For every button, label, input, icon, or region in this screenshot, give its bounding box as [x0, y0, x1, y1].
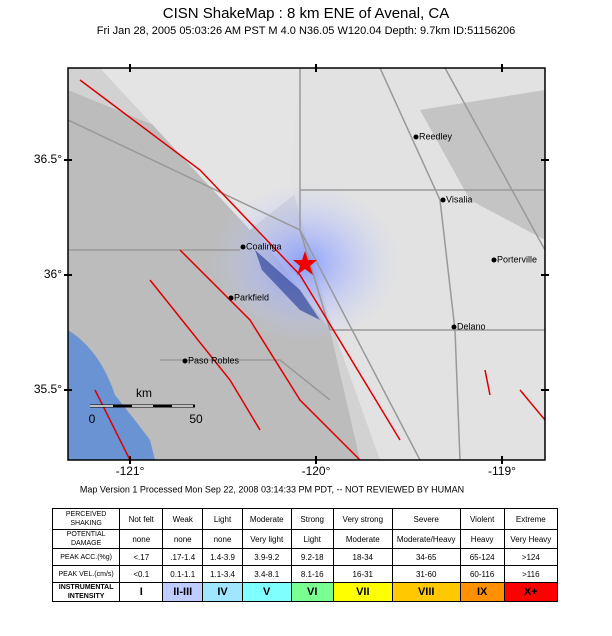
intensity-legend: PERCEIVED SHAKING Not felt Weak Light Modera…: [51, 508, 559, 602]
faults: [79, 79, 545, 460]
city-label: Reedley: [419, 131, 453, 141]
city-label: Parkfield: [234, 292, 269, 302]
legend-cell: Severe: [391, 508, 461, 530]
legend-cell: Light: [290, 529, 334, 549]
lon-label: -119°: [488, 464, 516, 478]
legend-cell: Heavy: [459, 529, 505, 549]
legend-row: PEAK VEL.(cm/s) <0.1 0.1-1.1 1.1-3.4 3.4-8.1…: [51, 565, 559, 583]
lat-label: 36°: [44, 267, 62, 281]
city-dot: [491, 257, 497, 263]
legend-row: PERCEIVED SHAKING Not felt Weak Light Modera…: [51, 508, 559, 530]
legend-cell: VIII: [391, 582, 461, 602]
legend-cell: 0.1-1.1: [162, 565, 204, 583]
lon-label: -121°: [116, 464, 145, 478]
legend-cell: >124: [503, 548, 559, 566]
scale-end: 50: [189, 412, 203, 426]
legend-cell: 1.4-3.9: [202, 548, 243, 566]
city-label: Paso Robles: [188, 355, 240, 365]
legend-cell: <.17: [119, 548, 164, 566]
legend-cell: none: [202, 529, 243, 549]
legend-cell: Moderate: [241, 508, 292, 530]
legend-cell: Not felt: [119, 508, 164, 530]
legend-cell: 1.1-3.4: [202, 565, 243, 583]
legend-cell: 3.9-9.2: [241, 548, 292, 566]
legend-cell: 18-34: [332, 548, 393, 566]
legend-cell: 3.4-8.1: [241, 565, 292, 583]
scale-bar: km 0 50: [89, 386, 203, 426]
scale-start: 0: [89, 412, 96, 426]
legend-cell: 16-31: [332, 565, 393, 583]
epicenter: [293, 251, 317, 275]
map-frame: [67, 67, 546, 461]
legend-cell: 31-60: [391, 565, 461, 583]
legend-cell: none: [119, 529, 164, 549]
legend-cell: X+: [503, 582, 559, 602]
city-dot: [451, 324, 457, 330]
legend-cell: 60-116: [459, 565, 505, 583]
ocean: [68, 330, 155, 460]
legend-cell: 9.2-18: [290, 548, 334, 566]
legend-cell: Violent: [459, 508, 505, 530]
city-label: Visalia: [446, 194, 472, 204]
intense-area: [255, 250, 320, 320]
sierra-foothills: [420, 90, 545, 240]
city-label: Coalinga: [246, 241, 282, 251]
city-dot: [440, 197, 446, 203]
legend-cell: Very strong: [332, 508, 393, 530]
legend-cell: Very light: [241, 529, 292, 549]
row-label: PEAK VEL.(cm/s): [51, 565, 121, 583]
legend-row: PEAK ACC.(%g) <.17.17-1.4 1.4-3.9 3.9-9.2 9.…: [51, 548, 559, 566]
version-note: Map Version 1 Processed Mon Sep 22, 2008…: [80, 484, 464, 494]
lat-label: 36.5°: [34, 152, 62, 166]
legend-cell: I: [119, 582, 164, 602]
legend-cell: II-III: [162, 582, 204, 602]
legend-cell: >116: [503, 565, 559, 583]
legend-row: INSTRUMENTAL INTENSITY I II-III IV V VI VII VII…: [51, 582, 559, 602]
legend-cell: Very Heavy: [503, 529, 559, 549]
row-label: PEAK ACC.(%g): [51, 548, 121, 566]
roads: [68, 68, 545, 460]
legend-cell: 34-65: [391, 548, 461, 566]
legend-cell: VI: [290, 582, 334, 602]
row-label: POTENTIAL DAMAGE: [51, 529, 121, 549]
title: CISN ShakeMap : 8 km ENE of Avenal, CA: [163, 5, 450, 22]
legend-cell: 65-124: [459, 548, 505, 566]
legend-cell: .17-1.4: [162, 548, 204, 566]
city-label: Porterville: [497, 254, 537, 264]
legend-cell: Weak: [162, 508, 204, 530]
legend-cell: IX: [459, 582, 505, 602]
city-label: Delano: [457, 321, 486, 331]
valley-light: [100, 68, 300, 230]
city-dot: [413, 134, 419, 140]
legend-row: POTENTIAL DAMAGE none none none Very light Li…: [51, 529, 559, 549]
legend-cell: Moderate: [332, 529, 393, 549]
city-dot: [240, 244, 246, 250]
lat-label: 35.5°: [34, 382, 62, 396]
legend-cell: <0.1: [119, 565, 164, 583]
legend-cell: Moderate/Heavy: [391, 529, 461, 549]
legend-cell: Light: [202, 508, 243, 530]
legend-cell: Strong: [290, 508, 334, 530]
legend-cell: V: [241, 582, 292, 602]
row-label: INSTRUMENTAL INTENSITY: [51, 582, 121, 602]
city-dot: [228, 295, 234, 301]
city-dot: [182, 358, 188, 364]
row-label: PERCEIVED SHAKING: [51, 508, 121, 530]
legend-cell: IV: [202, 582, 243, 602]
subtitle: Fri Jan 28, 2005 05:03:26 AM PST M 4.0 N…: [97, 25, 515, 37]
legend-cell: 8.1-16: [290, 565, 334, 583]
legend-cell: Extreme: [503, 508, 559, 530]
lon-label: -120°: [302, 464, 331, 478]
scale-unit: km: [136, 386, 152, 400]
legend-cell: VII: [332, 582, 393, 602]
legend-cell: none: [162, 529, 204, 549]
